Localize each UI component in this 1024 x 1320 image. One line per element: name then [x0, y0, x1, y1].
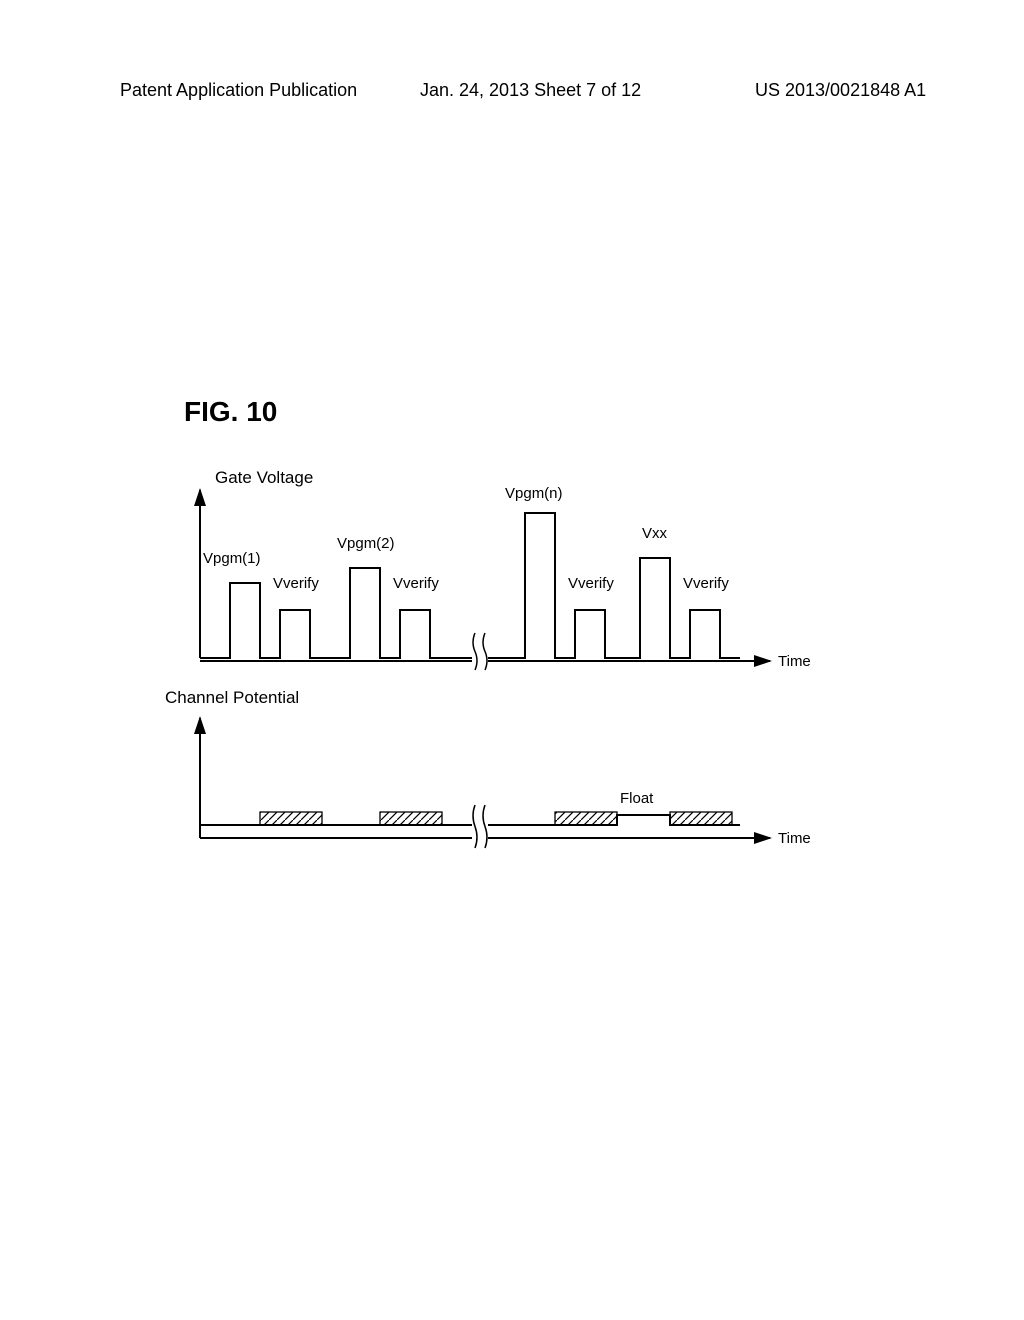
header-doc-number: US 2013/0021848 A1	[755, 80, 926, 101]
svg-text:Vverify: Vverify	[393, 575, 439, 592]
svg-text:Float: Float	[620, 790, 654, 807]
svg-text:Gate Voltage: Gate Voltage	[215, 468, 313, 487]
svg-text:Vpgm(n): Vpgm(n)	[505, 485, 563, 502]
header-publication: Patent Application Publication	[120, 80, 357, 101]
svg-text:Vpgm(2): Vpgm(2)	[337, 535, 395, 552]
figure-diagram: Gate Voltage Time Vpgm(1) Vverify Vpgm(2) Vve…	[165, 468, 835, 898]
header-date-sheet: Jan. 24, 2013 Sheet 7 of 12	[420, 80, 641, 101]
svg-text:Vverify: Vverify	[568, 575, 614, 592]
svg-text:Time: Time	[778, 830, 811, 847]
svg-text:Channel Potential: Channel Potential	[165, 688, 299, 707]
figure-label: FIG. 10	[184, 396, 277, 428]
waveform-svg: Gate Voltage Time Vpgm(1) Vverify Vpgm(2) Vve…	[165, 468, 835, 898]
svg-text:Vverify: Vverify	[273, 575, 319, 592]
svg-text:Vpgm(1): Vpgm(1)	[203, 550, 261, 567]
svg-text:Vverify: Vverify	[683, 575, 729, 592]
svg-text:Time: Time	[778, 653, 811, 670]
svg-text:Vxx: Vxx	[642, 525, 668, 542]
